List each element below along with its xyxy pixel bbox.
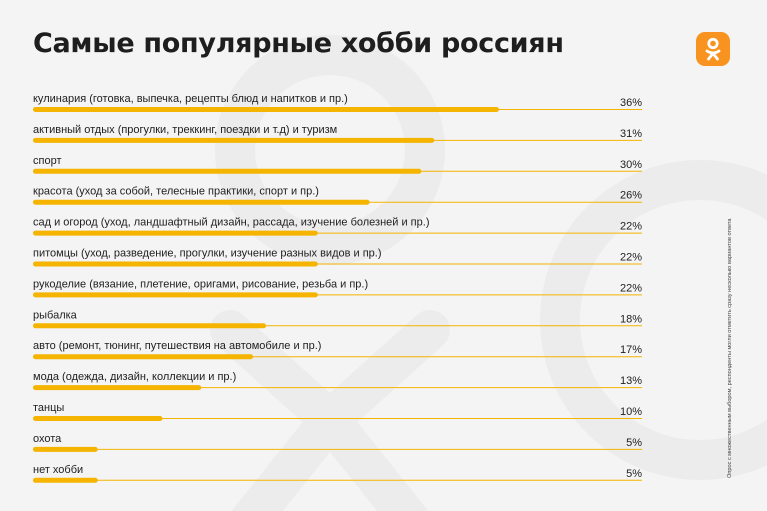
category-label: спорт	[33, 155, 62, 167]
value-label: 36%	[620, 97, 642, 109]
category-label: авто (ремонт, тюнинг, путешествия на авт…	[33, 340, 321, 352]
bar	[33, 385, 202, 391]
value-label: 26%	[620, 190, 642, 202]
bar-row: красота (уход за собой, телесные практик…	[33, 186, 642, 205]
bar	[33, 137, 435, 143]
bar-row: питомцы (уход, разведение, прогулки, изу…	[33, 248, 642, 267]
category-label: рукоделие (вязание, плетение, оригами, р…	[33, 278, 368, 290]
footnote: Опрос с множественным выбором, респонден…	[727, 218, 733, 478]
bar-row: спорт 30%	[33, 155, 642, 174]
category-label: мода (одежда, дизайн, коллекции и пр.)	[33, 371, 236, 383]
category-label: рыбалка	[33, 309, 78, 321]
bar	[33, 354, 254, 360]
bar-row: рыбалка 18%	[33, 309, 642, 329]
value-label: 31%	[620, 128, 642, 140]
value-label: 17%	[620, 344, 642, 356]
value-label: 22%	[620, 252, 642, 264]
value-label: 22%	[620, 282, 642, 294]
bar	[33, 323, 266, 329]
category-label: кулинария (готовка, выпечка, рецепты блю…	[33, 93, 348, 105]
value-label: 5%	[626, 468, 642, 480]
chart-title: Самые популярные хобби россиян	[33, 28, 564, 59]
category-label: красота (уход за собой, телесные практик…	[33, 186, 319, 198]
category-label: питомцы (уход, разведение, прогулки, изу…	[33, 248, 382, 260]
value-label: 18%	[620, 313, 642, 325]
bar	[33, 168, 422, 174]
bar-row: охота 5%	[33, 433, 642, 452]
value-label: 30%	[620, 159, 642, 171]
value-label: 10%	[620, 406, 642, 418]
category-label: нет хобби	[33, 464, 83, 476]
bar-row: сад и огород (уход, ландшафтный дизайн, …	[33, 217, 642, 236]
bar	[33, 446, 98, 452]
bar-row: авто (ремонт, тюнинг, путешествия на авт…	[33, 340, 642, 360]
value-label: 13%	[620, 375, 642, 387]
category-label: танцы	[33, 402, 64, 414]
category-label: охота	[33, 433, 62, 445]
value-label: 22%	[620, 221, 642, 233]
bar	[33, 107, 499, 112]
bar	[33, 199, 370, 205]
bar-row: танцы 10%	[33, 402, 642, 421]
bar-row: активный отдых (прогулки, треккинг, поез…	[33, 124, 642, 143]
bar-row: рукоделие (вязание, плетение, оригами, р…	[33, 278, 642, 298]
value-label: 5%	[626, 437, 642, 449]
category-label: активный отдых (прогулки, треккинг, поез…	[33, 124, 337, 136]
category-label: сад и огород (уход, ландшафтный дизайн, …	[33, 217, 429, 229]
bar	[33, 292, 318, 298]
bar	[33, 477, 98, 483]
odnoklassniki-logo-icon	[696, 32, 730, 66]
bar	[33, 230, 318, 236]
bar-row: нет хобби 5%	[33, 464, 642, 483]
bar	[33, 261, 318, 267]
bar-row: кулинария (готовка, выпечка, рецепты блю…	[33, 93, 642, 112]
bar	[33, 416, 163, 421]
bar-row: мода (одежда, дизайн, коллекции и пр.) 13…	[33, 371, 642, 391]
